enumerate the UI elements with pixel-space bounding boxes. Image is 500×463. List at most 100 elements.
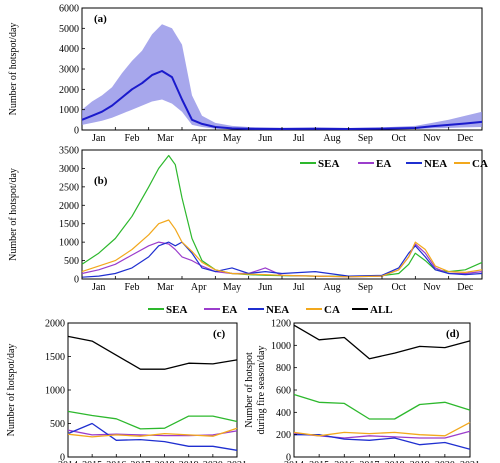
panel-b-ylabel: Number of hotspot/day — [8, 168, 19, 261]
panel-d-series-ca — [293, 421, 471, 437]
panel-d-series-ea — [293, 430, 471, 439]
bottom-legend-label-sea: SEA — [166, 304, 187, 316]
panel-b-ytick-label: 1000 — [59, 238, 79, 249]
panel-a-xtick-label: Sep — [358, 133, 373, 144]
panel-a-xtick-label: Dec — [457, 133, 474, 144]
panel-a-ytick-label: 5000 — [59, 24, 79, 35]
panel-b-series-nea — [81, 241, 483, 278]
panel-c-xtick-label: 2017 — [130, 460, 150, 463]
panel-b-legend-label-ea: EA — [376, 158, 391, 170]
panel-a-ytick-label: 4000 — [59, 44, 79, 55]
panel-a-range-band — [82, 24, 482, 130]
panel-b-series-sea — [81, 154, 483, 277]
panel-d-xtick-label: 2014 — [284, 460, 304, 463]
panel-a-xtick-label: Aug — [323, 133, 340, 144]
panel-d-xtick-label: 2020 — [435, 460, 455, 463]
panel-b-xtick-label: Oct — [391, 282, 406, 293]
panel-d-ytick-label: 200 — [276, 430, 291, 441]
panel-b-series-ca — [81, 219, 483, 278]
panel-a-xtick-label: Jul — [293, 133, 305, 144]
panel-a-xtick-label: Oct — [391, 133, 406, 144]
panel-b-ytick-label: 3000 — [59, 164, 79, 175]
panel-a-xtick-label: Jan — [92, 133, 105, 144]
panel-c-xtick-label: 2018 — [155, 460, 175, 463]
panel-c-ytick-label: 1000 — [45, 386, 65, 397]
panel-a-xtick-label: Jun — [258, 133, 272, 144]
panel-c-ytick-label: 500 — [50, 419, 65, 430]
panel-a-ytick-label: 1000 — [59, 105, 79, 116]
panel-c-series-sea — [67, 410, 238, 430]
panel-d-xtick-label: 2017 — [359, 460, 379, 463]
panel-d-ytick-label: 0 — [286, 453, 291, 463]
panel-a-xtick-label: Mar — [157, 133, 174, 144]
panel-d-ytick-label: 400 — [276, 408, 291, 419]
panel-b-xtick-label: Jun — [258, 282, 272, 293]
panel-a-ytick-label: 6000 — [59, 4, 79, 15]
panel-c-ytick-label: 0 — [60, 453, 65, 463]
panel-d-ytick-label: 800 — [276, 363, 291, 374]
panel-b-xtick-label: Sep — [358, 282, 373, 293]
panel-c-xtick-label: 2020 — [203, 460, 223, 463]
panel-d-xtick-label: 2018 — [385, 460, 405, 463]
panel-b-legend-label-ca: CA — [472, 158, 488, 170]
panel-c-series-ca — [67, 427, 238, 438]
panel-a-xtick-label: Nov — [423, 133, 440, 144]
panel-b-xtick-label: Apr — [191, 282, 207, 293]
panel-a-xtick-label: Apr — [191, 133, 207, 144]
panel-b-xtick-label: Dec — [457, 282, 474, 293]
bottom-legend-label-nea: NEA — [266, 304, 289, 316]
bottom-legend-label-all: ALL — [370, 304, 393, 316]
panel-c-xtick-label: 2016 — [106, 460, 126, 463]
panel-d-ytick-label: 600 — [276, 386, 291, 397]
panel-b-legend-label-sea: SEA — [318, 158, 339, 170]
panel-d-label: (d) — [446, 328, 460, 340]
panel-b-label: (b) — [94, 175, 108, 187]
panel-b-xtick-label: Aug — [323, 282, 340, 293]
panel-b-legend-label-nea: NEA — [424, 158, 447, 170]
panel-a-xtick-label: May — [223, 133, 241, 144]
panel-d-series-all — [293, 324, 471, 360]
panel-b-xtick-label: Jan — [92, 282, 105, 293]
panel-b-ytick-label: 2500 — [59, 182, 79, 193]
panel-b-xtick-label: Nov — [423, 282, 440, 293]
panel-b-xtick-label: Jul — [293, 282, 305, 293]
panel-d-xtick-label: 2019 — [410, 460, 430, 463]
panel-c-xtick-label: 2019 — [179, 460, 199, 463]
panel-a-label: (a) — [94, 13, 107, 25]
panel-d-series-sea — [293, 393, 471, 420]
panel-d-ylabel-line1: Number of hotspot — [244, 352, 255, 428]
panel-d-xtick-label: 2016 — [334, 460, 354, 463]
panel-b-ytick-label: 2000 — [59, 201, 79, 212]
panel-b-xtick-label: Feb — [125, 282, 140, 293]
panel-d-ytick-label: 1200 — [271, 319, 291, 330]
panel-c-xtick-label: 2021 — [227, 460, 247, 463]
panel-c-xtick-label: 2014 — [58, 460, 78, 463]
panel-b-ytick-label: 0 — [74, 275, 79, 286]
panel-a-ylabel: Number of hotspot/day — [8, 23, 19, 116]
panel-d-ylabel-line2: during fire season/day — [256, 346, 267, 435]
bottom-legend-label-ca: CA — [324, 304, 340, 316]
panel-d-ytick-label: 1000 — [271, 341, 291, 352]
panel-b-ytick-label: 500 — [64, 256, 79, 267]
panel-d-xtick-label: 2015 — [309, 460, 329, 463]
panel-b-xtick-label: May — [223, 282, 241, 293]
panel-c-xtick-label: 2015 — [82, 460, 102, 463]
panel-c-label: (c) — [213, 328, 226, 340]
panel-b-ytick-label: 1500 — [59, 219, 79, 230]
panel-c-series-all — [67, 335, 238, 370]
panel-a-ytick-label: 3000 — [59, 65, 79, 76]
panel-a-ytick-label: 2000 — [59, 85, 79, 96]
panel-a-xtick-label: Feb — [125, 133, 140, 144]
bottom-legend-label-ea: EA — [222, 304, 237, 316]
panel-d-xtick-label: 2021 — [460, 460, 480, 463]
panel-b-frame — [81, 149, 483, 280]
panel-c-series-nea — [67, 422, 238, 451]
panel-c-ylabel: Number of hotspot/day — [6, 344, 17, 437]
panel-c-ytick-label: 2000 — [45, 319, 65, 330]
panel-a-ytick-label: 0 — [74, 126, 79, 137]
panel-b-ytick-label: 3500 — [59, 146, 79, 157]
panel-b-xtick-label: Mar — [157, 282, 174, 293]
panel-c-ytick-label: 1500 — [45, 352, 65, 363]
